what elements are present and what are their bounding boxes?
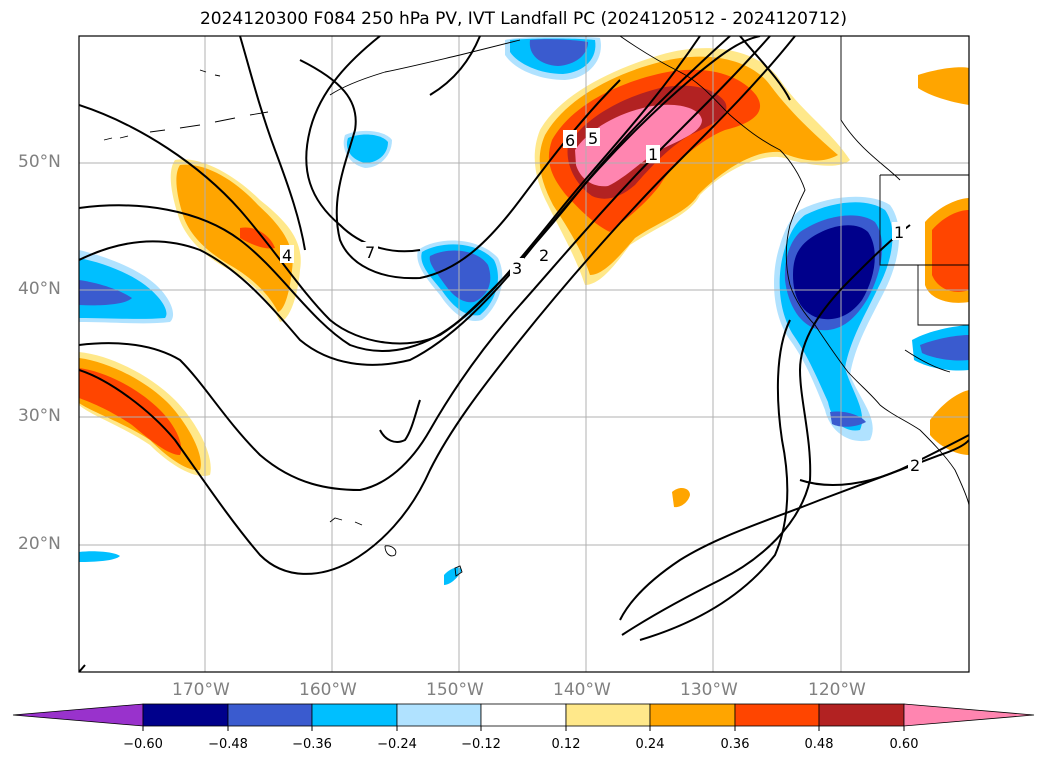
colorbar-bin-4 [396,703,482,727]
colorbar-extend-high [903,703,1035,727]
lon-tick-120w: 120°W [808,680,866,700]
colorbar-bin-2 [227,703,313,727]
colorbar-label-2: −0.48 [208,737,248,752]
lat-tick-50: 50°N [18,152,61,172]
colorbar-label-3: −0.36 [292,737,332,752]
contour-label-2-southeast: 2 [910,456,920,475]
lon-tick-150w: 150°W [426,680,484,700]
colorbar-label-6: 0.12 [551,737,581,752]
colorbar-label-4: −0.24 [377,737,417,752]
negative-anomaly-baja [830,411,866,427]
lon-tick-130w: 130°W [680,680,738,700]
lon-tick-170w: 170°W [172,680,230,700]
lat-tick-30: 30°N [18,406,61,426]
graticule [79,36,969,672]
negative-anomaly-southwest-desert-2 [920,335,969,361]
colorbar-bin-6 [565,703,651,727]
colorbar-label-7: 0.24 [635,737,665,752]
negative-anomaly-california-core [793,225,875,320]
colorbar-bin-5 [480,703,567,727]
contour-label-7: 7 [365,243,375,262]
negative-anomaly-hawaii-west [79,551,120,562]
contour-label-3: 3 [512,259,522,278]
contour-labels: 7 6 5 4 3 2 1 2 1 [280,128,922,475]
contour-label-4: 4 [282,246,292,265]
contour-label-2: 2 [539,246,549,265]
map-frame [78,35,970,673]
positive-anomaly-mexico [930,390,969,455]
contour-label-1-east: 1 [894,223,904,242]
positive-anomaly-gulf-core [575,104,702,187]
negative-anomaly-west-3 [79,280,132,306]
colorbar-ticks [142,726,905,731]
colorbar-extend-low [12,703,144,727]
colorbar-bin-1 [142,703,229,727]
lat-tick-20: 20°N [18,534,61,554]
negative-anomaly-north-2 [346,134,388,163]
lon-tick-160w: 160°W [299,680,357,700]
colorbar-bin-3 [311,703,398,727]
colorbar-label-9: 0.48 [804,737,834,752]
contour-label-5: 5 [588,129,598,148]
positive-anomaly-small [672,488,690,508]
contour-label-1: 1 [648,145,658,164]
lat-tick-40: 40°N [18,279,61,299]
colorbar-label-8: 0.36 [720,737,750,752]
positive-anomaly-southwest-3 [79,368,182,455]
negative-anomaly-hawaii [444,567,462,585]
colorbar-bin-8 [734,703,820,727]
negative-anomaly-alaska-3 [529,39,588,66]
colorbar-label-5: −0.12 [461,737,501,752]
colorbar-label-1: −0.60 [123,737,163,752]
positive-anomaly-northeast [918,67,969,105]
colorbar [12,703,1035,727]
colorbar-label-10: 0.60 [889,737,919,752]
lon-tick-140w: 140°W [553,680,611,700]
contour-label-6: 6 [565,131,575,150]
negative-anomaly-central-3 [429,250,491,303]
colorbar-bin-7 [649,703,736,727]
positive-anomaly-rockies-2 [932,210,969,292]
figure-title: 2024120300 F084 250 hPa PV, IVT Landfall… [199,9,847,29]
colorbar-bin-9 [818,703,905,727]
